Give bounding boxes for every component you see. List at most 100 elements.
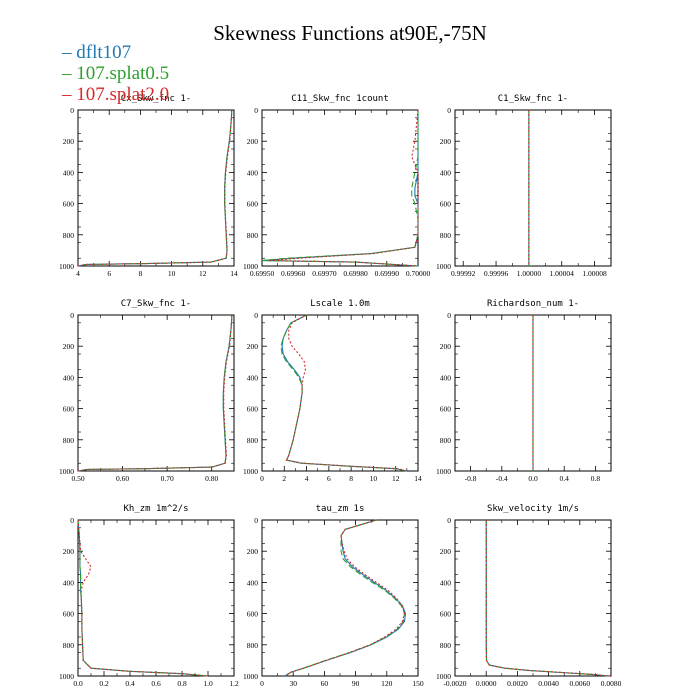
- y-tick-label: 0: [447, 311, 451, 320]
- series-line-1: [281, 314, 407, 472]
- panel-8: tau_zm 1s 0 30 60 90 120 150 0 200 400 600 800 1000: [243, 504, 424, 688]
- x-tick-label: 0.0040: [538, 679, 559, 688]
- series-line-2: [280, 314, 407, 472]
- x-tick-label: 4: [76, 269, 80, 278]
- x-tick-label: 0.69960: [281, 269, 306, 278]
- x-tick-label: 0.4: [125, 679, 135, 688]
- panel-4: C7_Skw_fnc 1- 0.50 0.60 0.70 0.80 0 200 400 600 8…: [59, 299, 235, 483]
- plot-frame: [454, 109, 612, 267]
- x-tick-label: 1.00004: [550, 269, 575, 278]
- panel-9: Skw_velocity 1m/s -0.0020 0.0000 0.0020 0.00…: [436, 504, 622, 688]
- panel-1: Cx_Skw_fnc 1- 4 6 8 10 12 14 0 200 400 600 800 1000: [59, 94, 238, 278]
- y-tick-label: 400: [247, 578, 259, 587]
- y-tick-label: 400: [440, 168, 452, 177]
- x-tick-label: 0.0: [73, 679, 83, 688]
- x-tick-label: 60: [321, 679, 329, 688]
- series-line-1: [284, 519, 407, 677]
- y-tick-label: 200: [247, 342, 259, 351]
- y-tick-label: 800: [63, 231, 75, 240]
- y-tick-label: 1000: [243, 262, 258, 271]
- x-tick-label: 0.69970: [312, 269, 337, 278]
- x-tick-label: 1.0: [203, 679, 213, 688]
- y-tick-label: 800: [440, 436, 452, 445]
- x-tick-label: 14: [414, 474, 422, 483]
- plot-frame: [77, 109, 235, 267]
- panel-title: C11_Skw_fnc 1count: [291, 94, 389, 104]
- legend-item-splat20: – 107.splat2.0: [62, 84, 170, 105]
- y-tick-label: 800: [63, 436, 75, 445]
- x-tick-label: 0.8: [177, 679, 187, 688]
- y-tick-label: 1000: [59, 672, 74, 681]
- y-tick-label: 800: [440, 231, 452, 240]
- panel-3: C1_Skw_fnc 1- 0.99992 0.99996 1.00000 1.0000…: [436, 94, 612, 278]
- panel-title: Kh_zm 1m^2/s: [123, 504, 188, 514]
- y-tick-label: 200: [247, 137, 259, 146]
- x-tick-label: 1.00008: [582, 269, 607, 278]
- series-line-3: [268, 109, 419, 267]
- x-tick-label: -0.8: [465, 474, 477, 483]
- y-tick-label: 400: [63, 578, 75, 587]
- x-tick-label: 0.6: [151, 679, 161, 688]
- series-line-3: [285, 314, 407, 472]
- y-tick-label: 400: [440, 578, 452, 587]
- series-line-1: [485, 520, 610, 677]
- y-tick-label: 400: [63, 168, 75, 177]
- y-tick-label: 600: [247, 610, 259, 619]
- x-tick-label: 0.2: [99, 679, 109, 688]
- x-tick-label: 0: [260, 474, 264, 483]
- y-tick-label: 600: [247, 405, 259, 414]
- y-tick-label: 0: [254, 516, 258, 525]
- x-tick-label: 0.60: [116, 474, 129, 483]
- x-tick-label: 1.2: [229, 679, 239, 688]
- x-tick-label: 0.69990: [375, 269, 400, 278]
- y-tick-label: 0: [447, 106, 451, 115]
- plot-frame: [77, 314, 235, 472]
- x-tick-label: 0.0080: [601, 679, 622, 688]
- legend-label: 107.splat0.5: [76, 63, 170, 84]
- panel-6: Richardson_num 1- -0.8 -0.4 0.0 0.4 0.8 0 200 40…: [436, 299, 612, 483]
- series-line-3: [284, 519, 406, 677]
- series-line-1: [261, 110, 419, 267]
- y-tick-label: 400: [63, 373, 75, 382]
- figure-title: Skewness Functions at90E,-75N: [213, 21, 487, 45]
- panel-7: Kh_zm 1m^2/s 0.0 0.2 0.4 0.6 0.8 1.0 1.2 0 200 400…: [59, 504, 239, 688]
- y-tick-label: 400: [247, 373, 259, 382]
- x-tick-label: 0.0000: [476, 679, 497, 688]
- plot-frame: [261, 109, 419, 267]
- x-tick-label: 0.80: [205, 474, 218, 483]
- y-tick-label: 1000: [59, 467, 74, 476]
- series-line-2: [485, 520, 610, 677]
- series-line-1: [77, 315, 233, 472]
- y-tick-label: 200: [63, 342, 75, 351]
- panel-title: C7_Skw_fnc 1-: [121, 299, 191, 309]
- legend-label: dflt107: [76, 42, 132, 63]
- legend-item-dflt107: – dflt107: [62, 42, 132, 63]
- y-tick-label: 200: [440, 547, 452, 556]
- x-tick-label: 150: [412, 679, 424, 688]
- y-tick-label: 200: [440, 342, 452, 351]
- panel-title: tau_zm 1s: [316, 504, 365, 514]
- series-line-1: [77, 110, 233, 267]
- x-tick-label: -0.4: [496, 474, 508, 483]
- x-tick-label: 0.99992: [451, 269, 476, 278]
- y-tick-label: 800: [247, 436, 259, 445]
- panel-title: Skw_velocity 1m/s: [487, 504, 579, 514]
- x-tick-label: 8: [349, 474, 353, 483]
- y-tick-label: 1000: [59, 262, 74, 271]
- y-tick-label: 600: [63, 200, 75, 209]
- x-tick-label: 90: [352, 679, 360, 688]
- x-tick-label: 0.70000: [406, 269, 431, 278]
- x-tick-label: 0.50: [71, 474, 84, 483]
- y-tick-label: 0: [447, 516, 451, 525]
- y-tick-label: 800: [247, 641, 259, 650]
- x-tick-label: 0.4: [560, 474, 570, 483]
- x-tick-label: 0.0: [528, 474, 538, 483]
- x-tick-label: 6: [327, 474, 331, 483]
- y-tick-label: 1000: [243, 467, 258, 476]
- x-tick-label: 0.0020: [507, 679, 528, 688]
- x-tick-label: 0.70: [161, 474, 174, 483]
- x-tick-label: 0: [260, 679, 264, 688]
- x-tick-label: 14: [230, 269, 238, 278]
- y-tick-label: 600: [63, 610, 75, 619]
